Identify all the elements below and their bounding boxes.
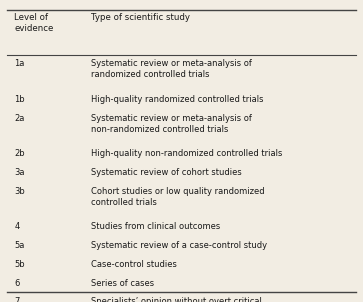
Text: Type of scientific study: Type of scientific study <box>91 13 190 22</box>
Text: 7: 7 <box>14 297 20 302</box>
Text: Case-control studies: Case-control studies <box>91 260 177 269</box>
Text: 3b: 3b <box>14 187 25 196</box>
Text: Studies from clinical outcomes: Studies from clinical outcomes <box>91 222 220 231</box>
Text: 4: 4 <box>14 222 20 231</box>
Text: High-quality randomized controlled trials: High-quality randomized controlled trial… <box>91 95 264 104</box>
Text: 1b: 1b <box>14 95 25 104</box>
Text: Series of cases: Series of cases <box>91 278 154 288</box>
Text: Level of
evidence: Level of evidence <box>14 13 54 34</box>
Text: 1a: 1a <box>14 59 25 68</box>
Text: Systematic review of a case-control study: Systematic review of a case-control stud… <box>91 241 267 250</box>
Text: 5a: 5a <box>14 241 25 250</box>
Text: Cohort studies or low quality randomized
controlled trials: Cohort studies or low quality randomized… <box>91 187 265 207</box>
Text: 3a: 3a <box>14 168 25 177</box>
Text: Systematic review or meta-analysis of
non-randomized controlled trials: Systematic review or meta-analysis of no… <box>91 114 252 134</box>
Text: 5b: 5b <box>14 260 25 269</box>
Text: High-quality non-randomized controlled trials: High-quality non-randomized controlled t… <box>91 149 282 158</box>
Text: 6: 6 <box>14 278 20 288</box>
Text: 2a: 2a <box>14 114 25 123</box>
Text: Systematic review or meta-analysis of
randomized controlled trials: Systematic review or meta-analysis of ra… <box>91 59 252 79</box>
Text: Systematic review of cohort studies: Systematic review of cohort studies <box>91 168 242 177</box>
Text: 2b: 2b <box>14 149 25 158</box>
Text: Specialists’ opinion without overt critical
assessment: Specialists’ opinion without overt criti… <box>91 297 262 302</box>
